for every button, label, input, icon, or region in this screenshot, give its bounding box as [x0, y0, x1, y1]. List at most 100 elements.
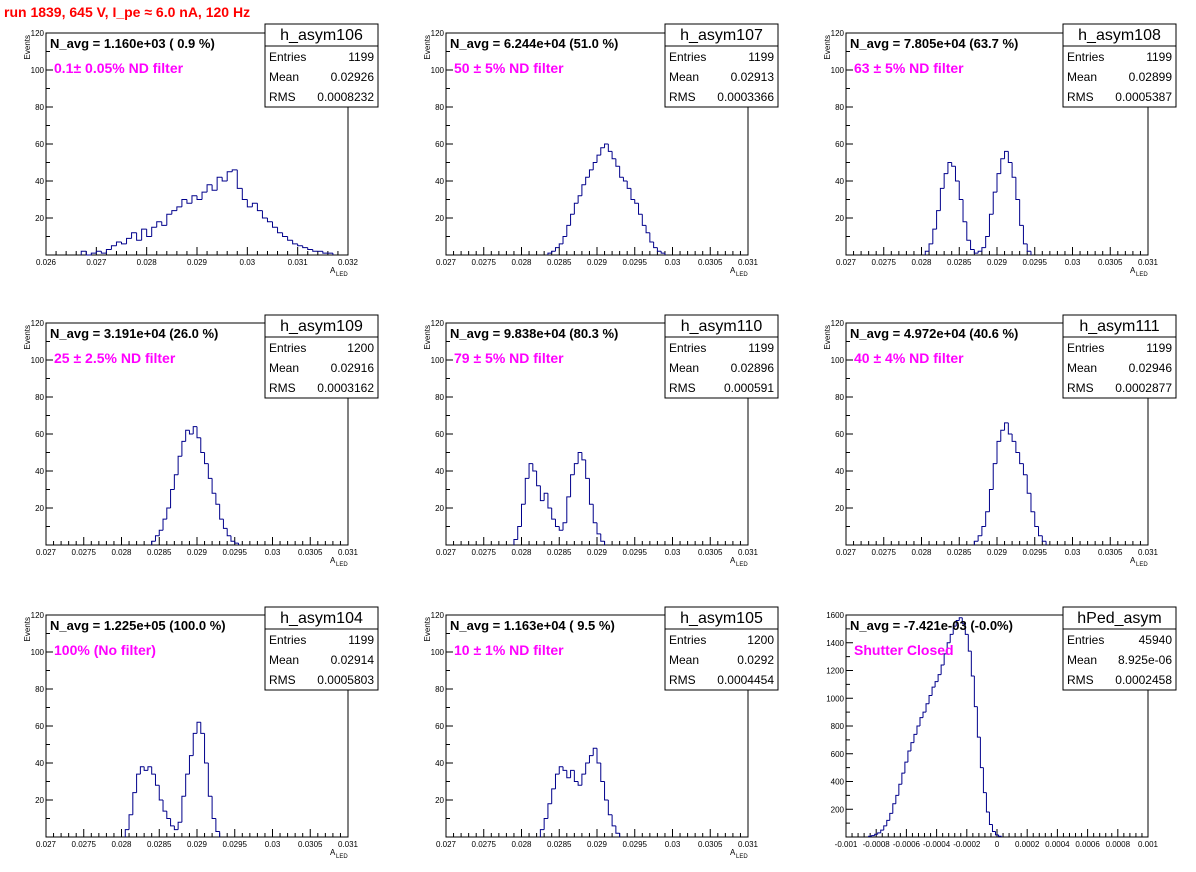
histogram-bin: [871, 835, 875, 837]
x-tick-label: 0.0275: [472, 840, 497, 849]
histogram-bin: [925, 703, 930, 713]
y-tick-label: 100: [431, 66, 445, 75]
histogram-name: h_asym107: [680, 27, 763, 44]
x-tick-label: 0.027: [36, 548, 57, 557]
x-tick-label: 0.028: [511, 840, 532, 849]
x-tick-label: 0.0305: [298, 548, 323, 557]
histogram-panel-h_asym109: 20 40 60 80 100 120 0.027 0.0275 0.028 0.0285 0.02…: [23, 314, 379, 568]
histogram-bin: [966, 221, 971, 241]
histogram-bins: [924, 150, 1032, 255]
x-tick-label: 0.0275: [72, 840, 97, 849]
histogram-bin: [577, 452, 582, 464]
histogram-bin: [166, 507, 171, 520]
histogram-bin: [528, 463, 533, 479]
histogram-bin: [931, 686, 936, 696]
histogram-bin: [173, 825, 179, 831]
histogram-bin: [181, 440, 186, 457]
histogram-bin: [973, 676, 978, 708]
histogram-bin: [973, 249, 979, 254]
histogram-bin: [889, 812, 893, 821]
y-tick-label: 100: [431, 356, 445, 365]
histogram-bin: [524, 477, 530, 505]
histogram-bin: [543, 818, 548, 830]
histogram-bins: [513, 452, 606, 545]
histogram-bin: [919, 717, 924, 726]
histogram-bin: [221, 177, 228, 182]
histogram-bin: [1011, 162, 1016, 178]
stats-key-entries: Entries: [669, 633, 706, 647]
histogram-bin: [211, 796, 216, 819]
stats-key-rms: RMS: [269, 381, 296, 395]
x-tick-label: 0.03: [1065, 548, 1081, 557]
histogram-bin: [638, 203, 643, 215]
histogram-bin: [947, 162, 952, 174]
x-axis-title-subscript: LED: [736, 854, 748, 860]
x-tick-label: 0.028: [911, 548, 932, 557]
x-axis-title-subscript: LED: [736, 272, 748, 278]
y-tick-label: 120: [431, 29, 445, 38]
histogram-bin: [185, 773, 190, 797]
x-tick-label: 0.0305: [1098, 258, 1123, 267]
histogram-bin: [204, 733, 209, 764]
x-tick-label: -0.0004: [923, 840, 951, 849]
histogram-bin: [615, 825, 620, 834]
stats-value-rms: 0.0002458: [1115, 673, 1172, 687]
stats-key-entries: Entries: [1067, 633, 1104, 647]
x-tick-label: 0.028: [111, 840, 132, 849]
x-tick-label: 0.03: [665, 840, 681, 849]
y-tick-label: 120: [831, 319, 845, 328]
histogram-bin: [619, 166, 624, 178]
navg-label: N_avg = 1.163e+04 ( 9.5 %): [450, 618, 615, 633]
histogram-panel-h_asym104: 20 40 60 80 100 120 0.027 0.0275 0.028 0.0285 0.02…: [23, 606, 379, 860]
histogram-bin: [1004, 422, 1009, 431]
histogram-bin: [186, 199, 192, 204]
histogram-bin: [151, 766, 156, 775]
histogram-bin: [1022, 225, 1028, 245]
stats-value-rms: 0.0002877: [1115, 381, 1172, 395]
x-tick-label: 0.031: [338, 548, 359, 557]
histogram-bin: [551, 788, 556, 804]
x-tick-label: 0.027: [836, 548, 857, 557]
x-tick-label: 0.0295: [623, 258, 648, 267]
stats-value-rms: 0.0003162: [317, 381, 374, 395]
histogram-bins: [151, 426, 240, 545]
stats-value-rms: 0.0008232: [317, 90, 374, 104]
histogram-bin: [554, 519, 560, 527]
histogram-bin: [949, 633, 954, 643]
histogram-bin: [562, 766, 567, 771]
histogram-bin: [539, 485, 545, 502]
histogram-bin: [573, 202, 579, 215]
histogram-bin: [192, 426, 197, 434]
histogram-bin: [246, 199, 253, 208]
x-tick-label: 0.001: [1138, 840, 1159, 849]
x-tick-label: 0.028: [511, 548, 532, 557]
x-axis-title-subscript: LED: [336, 854, 348, 860]
histogram-bins: [973, 422, 1047, 545]
x-tick-label: 0.0008: [1106, 840, 1131, 849]
histogram-bin: [287, 236, 293, 241]
y-tick-label: 600: [831, 750, 845, 759]
histogram-bin: [1007, 422, 1013, 435]
x-tick-label: 0.03: [265, 548, 281, 557]
histogram-bin: [181, 199, 187, 207]
histogram-bin: [626, 181, 631, 189]
stats-box: h_asym109 Entries 1200 Mean 0.02916 RMS 0.0003…: [264, 314, 379, 399]
histogram-bin: [1019, 199, 1024, 226]
y-axis-title: Events: [823, 325, 832, 349]
x-tick-label: 0.027: [436, 840, 457, 849]
y-axis-title: Events: [423, 35, 432, 59]
x-tick-label: 0.026: [36, 258, 57, 267]
stats-key-mean: Mean: [669, 653, 699, 667]
histogram-bin: [970, 240, 975, 250]
histogram-bin: [256, 203, 263, 212]
stats-key-rms: RMS: [669, 381, 696, 395]
stats-key-entries: Entries: [1067, 50, 1104, 64]
x-tick-label: 0.0305: [698, 548, 723, 557]
histogram-bin: [581, 452, 586, 461]
y-tick-label: 80: [835, 103, 844, 112]
y-tick-label: 40: [835, 467, 844, 476]
x-axis-title: A: [1130, 556, 1136, 565]
x-tick-label: 0.0305: [298, 840, 323, 849]
